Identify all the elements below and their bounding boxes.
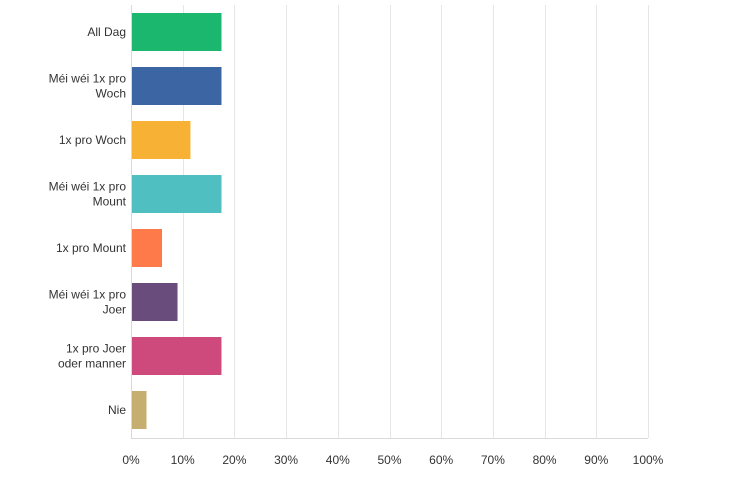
bar-2 xyxy=(132,121,191,159)
x-tick-label: 90% xyxy=(584,453,608,467)
category-label: Joer xyxy=(103,303,126,317)
bar-5 xyxy=(132,283,178,321)
bar-3 xyxy=(132,175,222,213)
x-tick-label: 40% xyxy=(326,453,350,467)
bar-layer xyxy=(132,13,222,429)
category-label: Méi wéi 1x pro xyxy=(49,288,127,302)
x-tick-label: 20% xyxy=(222,453,246,467)
x-tick-label: 100% xyxy=(633,453,664,467)
category-label: 1x pro Joer xyxy=(66,342,126,356)
x-tick-label: 60% xyxy=(429,453,453,467)
grid-layer xyxy=(131,5,649,439)
bar-4 xyxy=(132,229,163,267)
category-label: Mount xyxy=(93,195,127,209)
bar-6 xyxy=(132,337,222,375)
bar-1 xyxy=(132,67,222,105)
x-tick-label: 10% xyxy=(171,453,195,467)
category-label: 1x pro Mount xyxy=(56,241,127,255)
bar-0 xyxy=(132,13,222,51)
category-label: oder manner xyxy=(58,357,126,371)
x-tick-label: 30% xyxy=(274,453,298,467)
category-label: Nie xyxy=(108,403,126,417)
bar-7 xyxy=(132,391,147,429)
category-label: Woch xyxy=(96,87,126,101)
category-label: Méi wéi 1x pro xyxy=(49,180,127,194)
x-tick-label: 50% xyxy=(377,453,401,467)
category-label: All Dag xyxy=(87,25,126,39)
category-label: Méi wéi 1x pro xyxy=(49,72,127,86)
category-label: 1x pro Woch xyxy=(59,133,126,147)
x-tick-label: 80% xyxy=(533,453,557,467)
x-axis-ticks: 0% 10% 20% 30% 40% 50% 60% 70% 80% 90% 100% xyxy=(122,453,663,467)
x-tick-label: 0% xyxy=(122,453,140,467)
x-tick-label: 70% xyxy=(481,453,505,467)
